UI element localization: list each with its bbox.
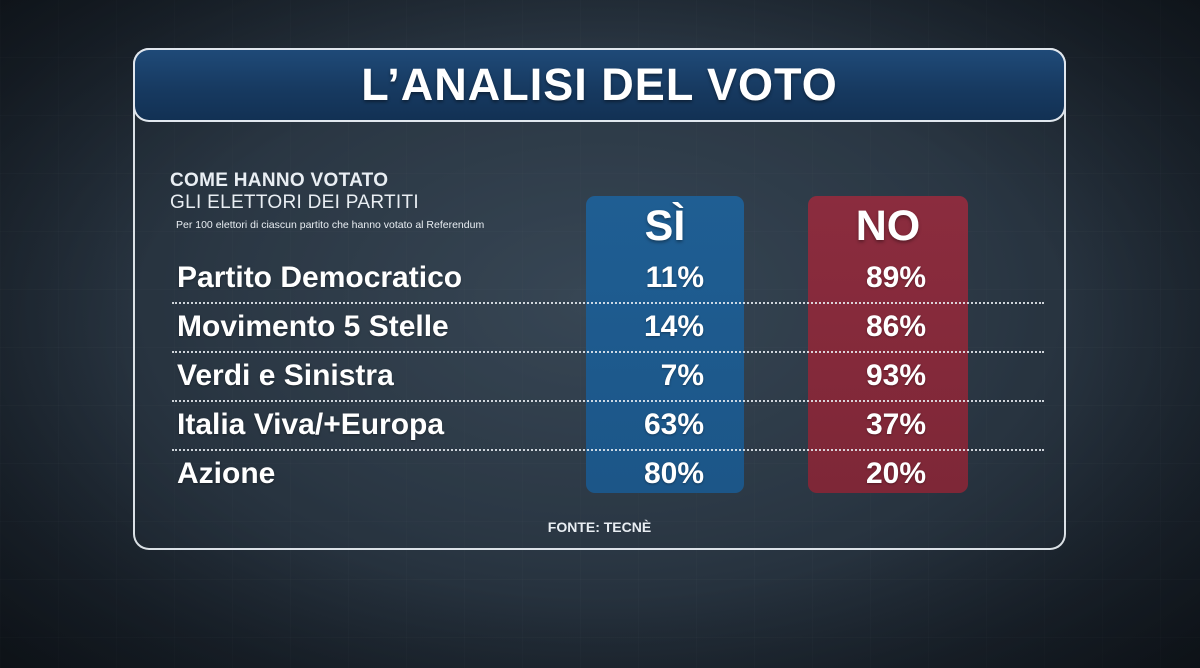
no-value: 89% [865, 261, 926, 294]
row-divider [172, 351, 1044, 353]
party-name: Verdi e Sinistra [177, 359, 394, 392]
methodology-note: Per 100 elettori di ciascun partito che … [176, 219, 485, 231]
table-row: Italia Viva/+Europa 63% 37% [172, 402, 1044, 451]
si-column-background [586, 196, 744, 493]
title-bar: L’ANALISI DEL VOTO [133, 48, 1066, 122]
table-row: Movimento 5 Stelle 14% 86% [172, 304, 1044, 353]
table-row: Verdi e Sinistra 7% 93% [172, 353, 1044, 402]
page-title: L’ANALISI DEL VOTO [361, 59, 838, 110]
si-value: 7% [660, 359, 704, 392]
table-row: Partito Democratico 11% 89% [172, 255, 1044, 304]
subtitle-line-1: COME HANNO VOTATO [170, 170, 389, 191]
party-name: Movimento 5 Stelle [177, 310, 449, 343]
si-value: 80% [643, 457, 704, 490]
party-name: Italia Viva/+Europa [177, 408, 445, 441]
subtitle-line-2: GLI ELETTORI DEI PARTITI [170, 192, 419, 213]
si-value: 14% [643, 310, 704, 343]
source-credit: FONTE: TECNÈ [547, 519, 652, 535]
no-value: 86% [865, 310, 926, 343]
table-row: Azione 80% 20% [172, 451, 1044, 500]
si-value: 63% [643, 408, 704, 441]
no-value: 37% [865, 408, 926, 441]
row-divider [172, 302, 1044, 304]
no-column-background [808, 196, 968, 493]
no-value: 93% [865, 359, 926, 392]
si-value: 11% [645, 261, 704, 294]
row-divider [172, 449, 1044, 451]
si-column-header: SÌ [644, 202, 686, 250]
row-divider [172, 400, 1044, 402]
party-name: Azione [177, 457, 276, 490]
no-value: 20% [865, 457, 926, 490]
party-name: Partito Democratico [177, 261, 463, 294]
no-column-header: NO [855, 202, 921, 250]
